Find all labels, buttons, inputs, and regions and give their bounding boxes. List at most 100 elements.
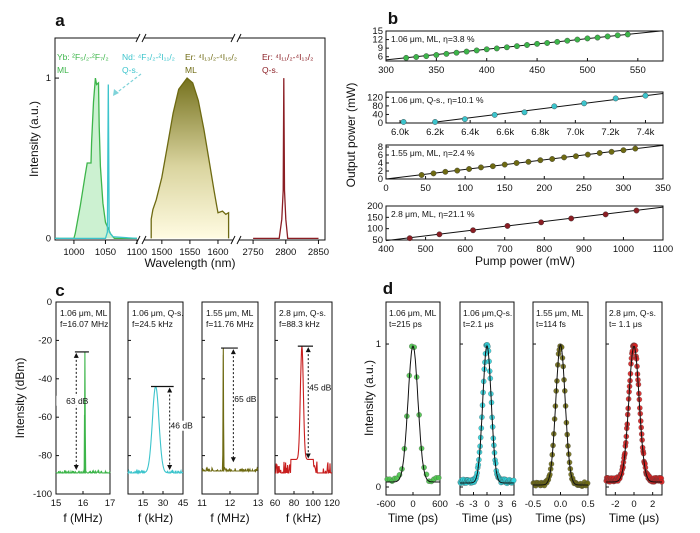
fit-curve — [606, 345, 662, 483]
data-point — [554, 38, 561, 45]
data-point — [461, 116, 468, 123]
x-tick-label: 1050 — [95, 247, 116, 258]
axis-break-gap — [233, 238, 239, 242]
x-tick-label: 7.4k — [636, 127, 654, 138]
x-tick-label: 6 — [511, 499, 516, 510]
series-label: Yb: ²F₅/₂-²F₇/₂ — [57, 52, 109, 62]
subplot-label: 2.8 μm, ML, η=21.1 % — [391, 209, 475, 219]
x-tick-label: 0 — [410, 499, 415, 510]
panel-d-subplot-frame — [385, 301, 441, 496]
spectrum-line — [150, 77, 230, 239]
data-point — [436, 231, 443, 238]
data-point — [433, 52, 440, 58]
panel-label-c: c — [55, 281, 64, 300]
x-tick-label: 2850 — [308, 247, 329, 258]
data-point — [466, 166, 472, 172]
series-mode-label: ML — [185, 65, 197, 75]
data-point — [594, 34, 601, 41]
x-tick-label: 15 — [51, 498, 62, 509]
data-point — [581, 100, 588, 107]
data-point — [632, 145, 639, 152]
y-tick-label: 50 — [372, 235, 383, 246]
x-tick-label: 60 — [270, 498, 281, 509]
snr-label-bg — [170, 420, 193, 431]
data-point — [551, 103, 558, 110]
x-tick-label: 300 — [378, 65, 394, 76]
data-point — [521, 109, 528, 116]
axis-break-icon — [230, 33, 242, 43]
panel-label-d: d — [383, 279, 393, 298]
x-tick-label: 80 — [289, 498, 300, 509]
subplot-duration-label: t=2.1 μs — [463, 319, 494, 329]
x-tick-label: 800 — [536, 244, 552, 255]
data-point — [584, 35, 591, 42]
x-axis-label: f (MHz) — [210, 511, 249, 525]
x-tick-label: 550 — [630, 65, 646, 76]
x-tick-label: 1500 — [151, 247, 172, 258]
panel-c-subplot-frame — [127, 301, 184, 495]
panel-label-a: a — [55, 11, 65, 30]
subplot-label: 2.8 μm, Q-s. — [279, 308, 326, 318]
x-tick-label: 0.0 — [554, 499, 567, 510]
data-point — [403, 54, 410, 61]
y-axis-label: Intensity (dBm) — [13, 358, 27, 439]
data-point — [624, 31, 631, 38]
x-tick-label: 15 — [138, 498, 149, 509]
x-tick-label: 0 — [383, 183, 388, 194]
x-tick-label: 16 — [78, 498, 89, 509]
series-label: Nd: ⁴F₃/₂-²I₁₁/₂ — [122, 52, 175, 62]
data-point — [584, 480, 591, 486]
panel-c-subplot-frame — [274, 301, 333, 495]
data-point — [493, 45, 500, 52]
subplot-label: 2.8 μm, Q-s. — [609, 308, 656, 318]
x-tick-label: 6.0k — [391, 127, 409, 138]
data-point — [608, 148, 615, 155]
data-point — [423, 53, 430, 60]
x-tick-label: 400 — [378, 244, 394, 255]
data-point — [596, 150, 603, 156]
data-point — [568, 215, 575, 222]
snr-label: 65 dB — [234, 394, 257, 404]
series-label: Er: ⁴I₁₁/₂-⁴I₁₃/₂ — [262, 52, 313, 62]
y-tick-label: -20 — [38, 335, 52, 346]
subplot-duration-label: t= 1.1 μs — [609, 319, 642, 329]
y-tick-label: -60 — [38, 412, 52, 423]
x-tick-label: 6.4k — [461, 127, 479, 138]
fit-curve — [460, 344, 514, 484]
data-point — [514, 43, 520, 50]
x-axis-label: f (MHz) — [63, 511, 102, 525]
x-tick-label: 13 — [253, 498, 264, 509]
series-mode-label: ML — [57, 65, 69, 75]
y-tick-label: 0 — [47, 297, 52, 308]
panel-b-subplot-frame — [385, 30, 664, 62]
data-point — [503, 44, 510, 51]
panel-b-subplot-frame — [385, 205, 664, 241]
data-point — [524, 42, 530, 48]
x-axis-label: f (kHz) — [138, 511, 173, 525]
data-point — [436, 475, 442, 481]
y-axis-label: Output power (mW) — [344, 83, 358, 188]
x-tick-label: 500 — [418, 244, 434, 255]
x-tick-label: 0 — [484, 499, 489, 510]
x-tick-label: 1550 — [179, 247, 200, 258]
data-point — [510, 477, 517, 484]
data-point — [442, 168, 449, 175]
x-tick-label: 0.5 — [581, 499, 594, 510]
x-tick-label: 100 — [305, 498, 321, 509]
data-point — [642, 92, 649, 99]
data-point — [473, 47, 480, 54]
x-tick-label: 45 — [178, 498, 189, 509]
x-tick-label: -6 — [456, 499, 464, 510]
subplot-frequency-label: f=88.3 kHz — [279, 319, 320, 329]
x-tick-label: 350 — [428, 65, 444, 76]
x-tick-label: 6.8k — [531, 127, 549, 138]
data-point — [454, 167, 461, 174]
x-tick-label: 150 — [497, 183, 513, 194]
panel-d-subplot-frame — [532, 301, 589, 496]
y-tick-label: 80 — [372, 101, 383, 112]
data-point — [573, 153, 579, 160]
data-point — [413, 54, 420, 60]
data-point — [489, 163, 496, 170]
x-tick-label: 1000 — [63, 247, 84, 258]
snr-label-bg — [309, 382, 332, 393]
